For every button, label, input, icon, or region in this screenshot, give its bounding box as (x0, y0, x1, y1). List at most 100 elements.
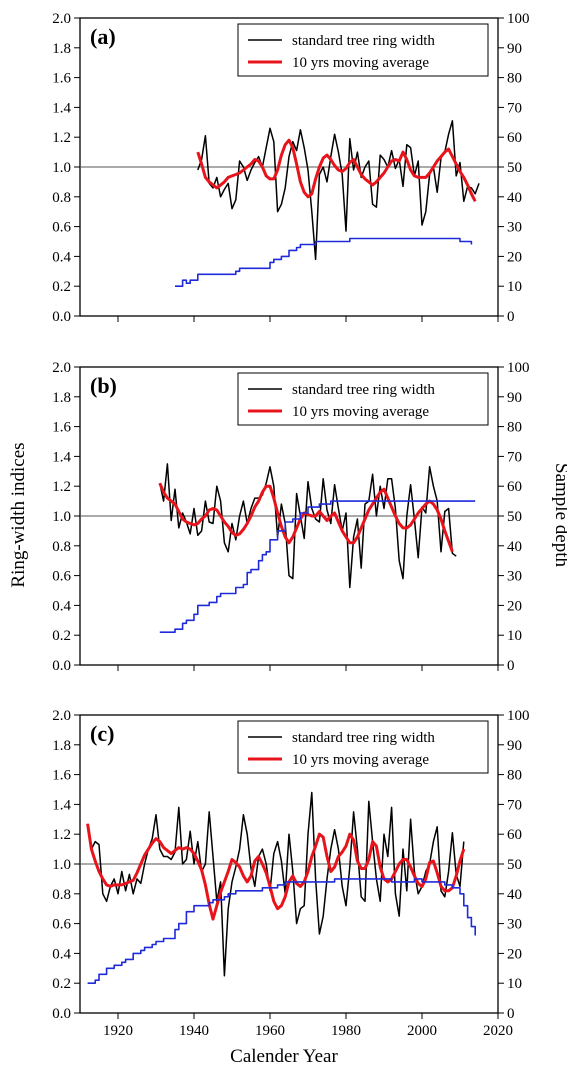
y-right-tick-label: 20 (507, 249, 522, 265)
y-right-tick-label: 10 (507, 976, 522, 992)
y-left-tick-label: 1.8 (52, 390, 71, 406)
chart-panel-2: 0.0 0.2 0.4 0.6 0.8 1.0 1.2 1.4 1.6 1.8 2.0 0 10 20 30… (52, 360, 529, 674)
legend-label: 10 yrs moving average (292, 55, 429, 71)
y-right-tick-label: 40 (507, 190, 522, 206)
x-tick-label: 1960 (255, 1023, 285, 1039)
y-right-tick-label: 90 (507, 41, 522, 57)
y-right-tick-label: 50 (507, 857, 522, 873)
y-right-tick-label: 50 (507, 160, 522, 176)
legend: standard tree ring width 10 yrs moving av… (237, 720, 489, 774)
series-line-sample-depth (175, 237, 473, 287)
y-right-tick-label: 100 (507, 708, 530, 724)
y-left-tick-label: 2.0 (52, 11, 71, 27)
y-left-tick-label: 1.4 (52, 797, 71, 813)
y-left-tick-label: 2.0 (52, 360, 71, 376)
y-left-tick-label: 1.8 (52, 41, 71, 57)
y-left-tick-label: 1.6 (52, 768, 71, 784)
y-left-tick-label: 1.6 (52, 420, 71, 436)
y-left-tick-label: 0.4 (52, 598, 71, 614)
y-left-tick-label: 1.4 (52, 449, 71, 465)
y-right-tick-label: 10 (507, 628, 522, 644)
y-left-tick-label: 1.2 (52, 130, 71, 146)
y-right-tick-label: 30 (507, 917, 522, 933)
y-left-tick-label: 1.8 (52, 738, 71, 754)
y-right-tick-label: 20 (507, 946, 522, 962)
y-right-tick-label: 70 (507, 100, 522, 116)
legend: standard tree ring width 10 yrs moving av… (237, 372, 489, 426)
y-right-tick-label: 0 (507, 658, 515, 674)
y-left-tick-label: 0.0 (52, 658, 71, 674)
y-left-tick-label: 0.2 (52, 628, 71, 644)
y-left-tick-label: 2.0 (52, 708, 71, 724)
y-left-tick-label: 1.0 (52, 160, 71, 176)
chart-panel-3: 0.0 0.2 0.4 0.6 0.8 1.0 1.2 1.4 1.6 1.8 2.0 0 10 20 30… (52, 708, 529, 1039)
y-left-tick-label: 0.2 (52, 976, 71, 992)
y-left-tick-label: 0.6 (52, 569, 71, 585)
legend: standard tree ring width 10 yrs moving av… (237, 23, 489, 77)
y-left-tick-label: 1.2 (52, 827, 71, 843)
y-right-tick-label: 100 (507, 11, 530, 27)
x-tick-label: 2020 (483, 1023, 513, 1039)
legend-box (237, 720, 489, 774)
y-right-tick-label: 80 (507, 420, 522, 436)
y-left-tick-label: 0.6 (52, 220, 71, 236)
y-right-tick-label: 30 (507, 569, 522, 585)
y-right-tick-label: 10 (507, 279, 522, 295)
y-axis-left-title: Ring-width indices (8, 442, 29, 587)
panel-label: (a) (90, 24, 116, 49)
y-right-tick-label: 90 (507, 390, 522, 406)
panels-group: 0.0 0.2 0.4 0.6 0.8 1.0 1.2 1.4 1.6 1.8 2.0 0 10 20 30… (52, 11, 529, 1039)
y-right-tick-label: 70 (507, 449, 522, 465)
y-right-tick-label: 40 (507, 887, 522, 903)
legend-label: standard tree ring width (292, 382, 435, 398)
y-right-tick-label: 90 (507, 738, 522, 754)
x-tick-label: 1940 (179, 1023, 209, 1039)
y-left-tick-label: 0.4 (52, 249, 71, 265)
legend-box (237, 23, 489, 77)
chart-panel-1: 0.0 0.2 0.4 0.6 0.8 1.0 1.2 1.4 1.6 1.8 2.0 0 10 20 30… (52, 11, 529, 325)
y-left-tick-label: 0.8 (52, 190, 71, 206)
y-left-tick-label: 1.6 (52, 71, 71, 87)
series-line-moving-average (86, 823, 466, 921)
series-line-moving-average (196, 138, 477, 202)
legend-label: standard tree ring width (292, 730, 435, 746)
y-left-tick-label: 0.0 (52, 309, 71, 325)
panel-label: (b) (90, 373, 117, 398)
y-right-tick-label: 60 (507, 130, 522, 146)
legend-label: 10 yrs moving average (292, 752, 429, 768)
x-tick-label: 1980 (331, 1023, 361, 1039)
x-tick-label: 1920 (103, 1023, 133, 1039)
y-left-tick-label: 1.0 (52, 857, 71, 873)
y-left-tick-label: 0.6 (52, 917, 71, 933)
y-right-tick-label: 80 (507, 71, 522, 87)
y-left-tick-label: 1.4 (52, 100, 71, 116)
y-right-tick-label: 70 (507, 797, 522, 813)
series-line-sample-depth (87, 878, 476, 984)
legend-label: standard tree ring width (292, 33, 435, 49)
y-left-tick-label: 0.2 (52, 279, 71, 295)
y-left-tick-label: 0.0 (52, 1006, 71, 1022)
y-right-tick-label: 30 (507, 220, 522, 236)
y-right-tick-label: 60 (507, 827, 522, 843)
y-right-tick-label: 60 (507, 479, 522, 495)
y-right-tick-label: 20 (507, 598, 522, 614)
y-left-tick-label: 0.4 (52, 946, 71, 962)
y-right-tick-label: 0 (507, 1006, 515, 1022)
legend-label: 10 yrs moving average (292, 404, 429, 420)
y-right-tick-label: 40 (507, 539, 522, 555)
x-tick-label: 2000 (407, 1023, 437, 1039)
y-left-tick-label: 0.8 (52, 887, 71, 903)
y-right-tick-label: 100 (507, 360, 530, 376)
y-axis-right-title: Sample depth (551, 463, 567, 567)
legend-box (237, 372, 489, 426)
x-axis-title: Calender Year (230, 1046, 338, 1067)
y-left-tick-label: 0.8 (52, 539, 71, 555)
series-line-ring-width (159, 463, 457, 589)
y-right-tick-label: 80 (507, 768, 522, 784)
y-left-tick-label: 1.0 (52, 509, 71, 525)
y-right-tick-label: 50 (507, 509, 522, 525)
y-right-tick-label: 0 (507, 309, 515, 325)
y-left-tick-label: 1.2 (52, 479, 71, 495)
series-line-sample-depth (159, 500, 476, 633)
